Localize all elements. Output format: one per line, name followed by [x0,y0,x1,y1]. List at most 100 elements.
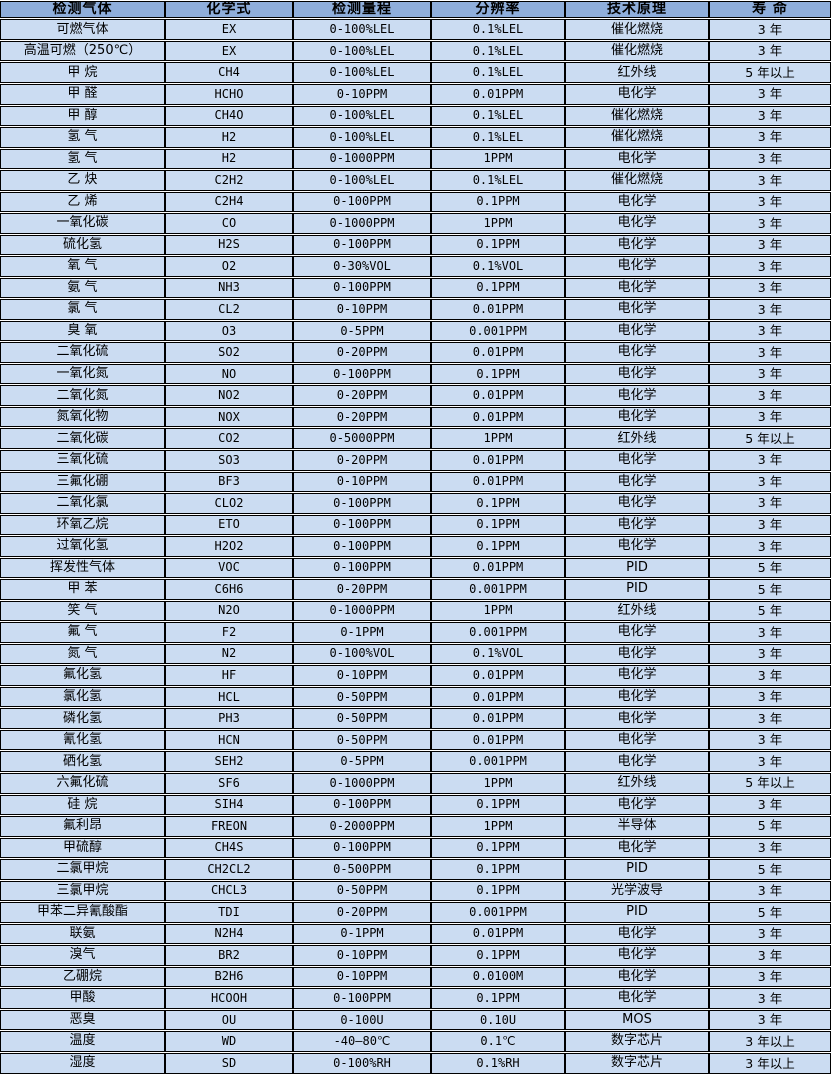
table-row: 甲 苯 C6H6 0-20PPM 0.001PPM PID 5 年 [0,579,831,600]
table-cell: 0-10PPM [293,966,431,988]
table-cell: CH4 [165,62,293,83]
table-cell: 0-50PPM [293,686,431,708]
table-cell: 3 年 [709,450,831,471]
table-cell: 磷化氢 [0,708,165,729]
table-cell: 0-100PPM [293,234,431,256]
table-row: 一氧化碳 CO 0-1000PPM 1PPM 电化学 3 年 [0,213,831,234]
table-cell: 0.001PPM [431,902,565,923]
table-cell: C2H4 [165,191,293,213]
table-cell: SO3 [165,450,293,471]
table-cell: 1PPM [431,816,565,837]
table-cell: 电化学 [565,945,709,966]
table-cell: 乙 炔 [0,170,165,191]
table-cell: CL2 [165,299,293,320]
table-cell: 电化学 [565,406,709,428]
table-cell: TDI [165,902,293,923]
table-cell: 红外线 [565,428,709,450]
table-cell: 0-100PPM [293,493,431,514]
table-row: 氢 气 H2 0-1000PPM 1PPM 电化学 3 年 [0,148,831,170]
table-cell: 0.1PPM [431,794,565,816]
table-row: 环氧乙烷 ETO 0-100PPM 0.1PPM 电化学 3 年 [0,514,831,536]
table-row: 硫化氢 H2S 0-100PPM 0.1PPM 电化学 3 年 [0,234,831,256]
table-cell: 0-1000PPM [293,148,431,170]
table-cell: 氯化氢 [0,686,165,708]
table-cell: 3 年 [709,256,831,277]
table-cell: 5 年以上 [709,772,831,794]
table-cell: BR2 [165,945,293,966]
table-row: 乙 烯 C2H4 0-100PPM 0.1PPM 电化学 3 年 [0,191,831,213]
table-row: 二氧化碳 CO2 0-5000PPM 1PPM 红外线 5 年以上 [0,428,831,450]
table-cell: 3 年 [709,665,831,686]
table-cell: NH3 [165,277,293,299]
table-cell: 3 年 [709,622,831,643]
table-cell: CH4O [165,105,293,127]
table-cell: 电化学 [565,729,709,751]
table-cell: 0.1PPM [431,191,565,213]
header-cell: 技术原理 [565,1,709,19]
table-cell: 笑 气 [0,600,165,622]
table-cell: 5 年 [709,557,831,579]
table-cell: 氢 气 [0,148,165,170]
table-row: 二氧化氮 NO2 0-20PPM 0.01PPM 电化学 3 年 [0,385,831,406]
table-cell: 电化学 [565,493,709,514]
table-cell: 电化学 [565,471,709,493]
table-cell: 电化学 [565,536,709,557]
table-cell: CHCL3 [165,880,293,902]
table-cell: 0-50PPM [293,880,431,902]
table-cell: PID [565,579,709,600]
table-row: 二氯甲烷 CH2CL2 0-500PPM 0.1PPM PID 5 年 [0,859,831,880]
table-cell: 0-5PPM [293,751,431,772]
table-cell: 0.01PPM [431,299,565,320]
table-cell: 氮氧化物 [0,406,165,428]
header-cell: 检测气体 [0,1,165,19]
table-cell: BF3 [165,471,293,493]
table-cell: 氧 气 [0,256,165,277]
table-cell: PID [565,859,709,880]
table-cell: 0-100PPM [293,363,431,385]
table-cell: 氮 气 [0,643,165,665]
table-cell: 0-100PPM [293,988,431,1009]
table-cell: 3 年 [709,342,831,363]
table-cell: 3 年 [709,170,831,191]
table-body: 可燃气体 EX 0-100%LEL 0.1%LEL 催化燃烧 3 年高温可燃（250℃） E… [0,19,831,1074]
table-cell: 3 年 [709,363,831,385]
table-cell: 0-5000PPM [293,428,431,450]
table-cell: 0.1PPM [431,945,565,966]
table-row: 氯化氢 HCL 0-50PPM 0.01PPM 电化学 3 年 [0,686,831,708]
table-cell: 氰化氢 [0,729,165,751]
table-cell: 0.1%LEL [431,105,565,127]
table-cell: 0.01PPM [431,83,565,105]
table-cell: HCHO [165,83,293,105]
table-cell: 3 年 [709,751,831,772]
table-cell: 0.01PPM [431,406,565,428]
table-cell: N2 [165,643,293,665]
table-cell: 二氧化氯 [0,493,165,514]
table-cell: 3 年 [709,945,831,966]
table-cell: 0.1%LEL [431,62,565,83]
table-row: 一氧化氮 NO 0-100PPM 0.1PPM 电化学 3 年 [0,363,831,385]
table-cell: 0-100PPM [293,514,431,536]
table-cell: 0.01PPM [431,665,565,686]
table-cell: 六氟化硫 [0,772,165,794]
table-cell: 硫化氢 [0,234,165,256]
table-cell: 3 年 [709,105,831,127]
table-row: 联氨 N2H4 0-1PPM 0.01PPM 电化学 3 年 [0,923,831,945]
table-cell: 0.1℃ [431,1031,565,1052]
table-cell: 电化学 [565,256,709,277]
table-cell: 挥发性气体 [0,557,165,579]
table-cell: 催化燃烧 [565,19,709,40]
table-cell: ETO [165,514,293,536]
table-cell: 0-20PPM [293,406,431,428]
table-cell: 0-1PPM [293,622,431,643]
table-cell: 3 年 [709,277,831,299]
table-row: 硒化氢 SEH2 0-5PPM 0.001PPM 电化学 3 年 [0,751,831,772]
table-row: 氟化氢 HF 0-10PPM 0.01PPM 电化学 3 年 [0,665,831,686]
table-cell: 0-100PPM [293,536,431,557]
table-cell: 0-50PPM [293,708,431,729]
table-cell: 催化燃烧 [565,40,709,62]
table-cell: 数字芯片 [565,1052,709,1074]
table-cell: O3 [165,320,293,342]
table-cell: 3 年以上 [709,1031,831,1052]
table-cell: 0.1PPM [431,493,565,514]
table-cell: PH3 [165,708,293,729]
